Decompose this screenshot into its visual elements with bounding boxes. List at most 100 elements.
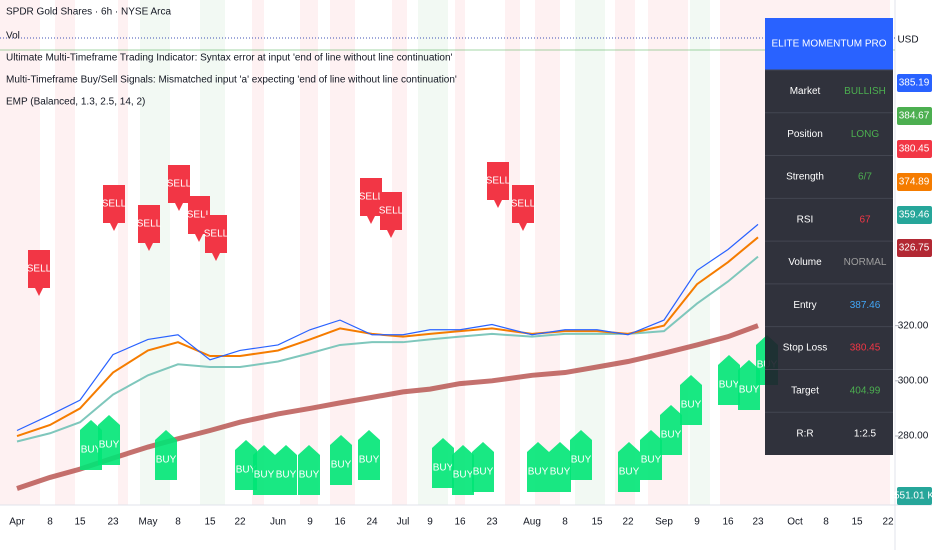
x-tick-label: 8 [562, 517, 568, 528]
x-tick-label: 24 [366, 517, 378, 528]
background-band [575, 0, 605, 505]
buy-signal-label: BUY [571, 455, 592, 466]
sell-signal-label: SELL [379, 206, 404, 217]
legend-line: EMP (Balanced, 1.3, 2.5, 14, 2) [6, 97, 145, 108]
panel-row-label: Volume [788, 257, 822, 268]
series-line [16, 323, 759, 491]
buy-signal-label: BUY [661, 430, 682, 441]
sell-signal-box [138, 205, 160, 251]
background-band [455, 0, 465, 505]
sell-signal-label: SELL [102, 199, 127, 210]
background-band [535, 0, 560, 505]
buy-signal-label: BUY [331, 460, 352, 471]
sell-signal-box [487, 162, 509, 208]
panel-row-value: 387.46 [850, 300, 881, 311]
x-tick-label: 22 [234, 517, 246, 528]
price-badge-label: 374.89 [899, 177, 930, 188]
background-band [615, 0, 635, 505]
background-band [140, 0, 170, 505]
sell-signal-label: SELL [204, 229, 229, 240]
buy-signal-label: BUY [641, 455, 662, 466]
x-tick-label: 22 [882, 517, 894, 528]
buy-signal-label: BUY [99, 440, 120, 451]
buy-signal-box [155, 430, 177, 480]
y-tick-label: 320.00 [898, 320, 929, 331]
buy-signal-label: BUY [156, 455, 177, 466]
panel-row-value: 6/7 [858, 172, 872, 183]
x-tick-label: Aug [523, 517, 541, 528]
panel-header [765, 18, 893, 70]
buy-signal-label: BUY [473, 467, 494, 478]
background-band [418, 0, 448, 505]
x-tick-label: May [139, 517, 158, 528]
sell-signal-box [28, 250, 50, 296]
background-band [505, 0, 520, 505]
panel-row-value: 67 [859, 214, 871, 225]
panel-row-label: Strength [786, 172, 824, 183]
sell-signal-label: SELL [167, 179, 192, 190]
x-tick-label: 8 [823, 517, 829, 528]
buy-signal-box [680, 375, 702, 425]
legend-line: Ultimate Multi-Timeframe Trading Indicat… [6, 53, 453, 64]
buy-signal-label: BUY [236, 465, 257, 476]
buy-signal-label: BUY [299, 470, 320, 481]
panel-row-label: Entry [793, 300, 816, 311]
sell-signal-box [103, 185, 125, 231]
x-tick-label: 23 [107, 517, 119, 528]
background-band [690, 0, 710, 505]
panel-background [765, 18, 893, 455]
panel-row-label: Stop Loss [783, 343, 827, 354]
sell-signal-box [188, 196, 210, 242]
background-band [118, 0, 128, 505]
x-tick-label: Jul [397, 517, 410, 528]
background-band [55, 0, 75, 505]
panel-title: ELITE MOMENTUM PRO [771, 39, 886, 50]
x-tick-label: 23 [752, 517, 764, 528]
x-tick-label: 16 [722, 517, 734, 528]
panel-row-label: Position [787, 129, 823, 140]
x-tick-label: 8 [47, 517, 53, 528]
price-badge-label: 326.75 [899, 243, 930, 254]
panel-row-value: 1:2.5 [854, 428, 877, 439]
x-tick-label: Sep [655, 517, 673, 528]
sell-signal-box [512, 185, 534, 231]
x-tick-label: 15 [204, 517, 216, 528]
buy-signal-label: BUY [681, 400, 702, 411]
x-tick-label: 15 [591, 517, 603, 528]
sell-signal-label: SELL [187, 210, 212, 221]
buy-signal-box [80, 420, 102, 470]
background-band [330, 0, 355, 505]
sell-signal-box [380, 192, 402, 238]
currency: USD [897, 35, 918, 46]
legend-line: Multi-Timeframe Buy/Sell Signals: Mismat… [6, 75, 457, 86]
buy-signal-label: BUY [359, 455, 380, 466]
background-band [392, 0, 407, 505]
panel-row-value: LONG [851, 129, 880, 140]
buy-signal-box [235, 440, 257, 490]
buy-signal-box [472, 442, 494, 492]
background-band [252, 0, 264, 505]
buy-signal-box [98, 415, 120, 465]
panel-row-label: Market [790, 86, 821, 97]
buy-signal-box [452, 445, 474, 495]
price-badge [897, 173, 932, 191]
buy-signal-box [527, 442, 549, 492]
buy-signal-label: BUY [254, 470, 275, 481]
buy-signal-label: BUY [619, 467, 640, 478]
y-tick-label: 300.00 [898, 375, 929, 386]
x-tick-label: Apr [9, 517, 25, 528]
price-badge [897, 239, 932, 257]
x-tick-label: 16 [334, 517, 346, 528]
panel-row-label: Target [791, 385, 819, 396]
panel-row-label: RSI [797, 214, 814, 225]
buy-signal-box [298, 445, 320, 495]
buy-signal-box [570, 430, 592, 480]
volume-badge [897, 487, 932, 505]
y-tick-label: 280.00 [898, 431, 929, 442]
sell-signal-label: SELL [27, 264, 52, 275]
x-tick-label: Jun [270, 517, 286, 528]
x-tick-label: 15 [74, 517, 86, 528]
x-tick-label: 8 [175, 517, 181, 528]
buy-signal-box [718, 355, 740, 405]
